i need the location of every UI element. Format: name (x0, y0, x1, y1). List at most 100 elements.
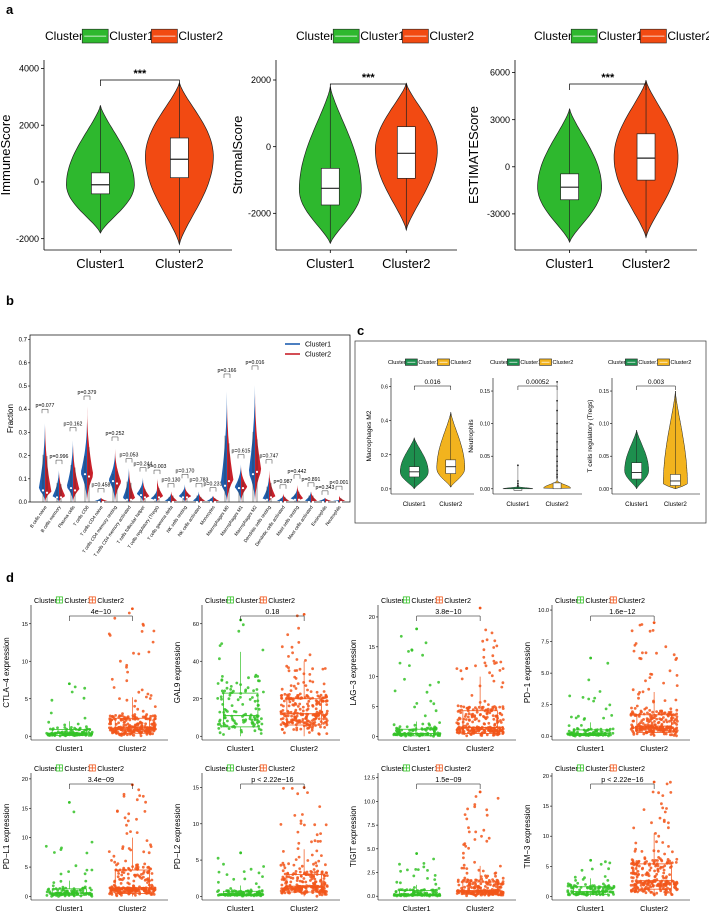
jitter-point (282, 850, 285, 853)
split-violin-cluster2 (269, 467, 276, 502)
jitter-point (321, 699, 325, 703)
jitter-point (465, 894, 468, 898)
jitter-point (666, 886, 669, 890)
jitter-point (652, 726, 656, 730)
jitter-point (610, 714, 614, 717)
jitter-point (77, 728, 80, 732)
jitter-point (592, 733, 595, 737)
jitter-point (146, 889, 150, 893)
jitter-point (311, 874, 314, 878)
jitter-point (586, 886, 589, 889)
jitter-point (671, 880, 675, 883)
x-tick-label: Cluster1 (76, 256, 124, 271)
jitter-point (395, 894, 399, 898)
jitter-point (433, 733, 437, 736)
jitter-point (436, 733, 440, 736)
jitter-point (476, 884, 480, 888)
jitter-point (473, 803, 477, 806)
jitter-point (222, 711, 226, 714)
jitter-point (420, 727, 424, 731)
jitter-point (415, 702, 419, 705)
jitter-point (485, 733, 489, 737)
median-dot (265, 498, 269, 501)
legend-label-2: Cluster2 (444, 764, 471, 773)
jitter-point (256, 699, 260, 703)
jitter-point (433, 725, 437, 729)
jitter-point (501, 876, 505, 880)
jitter-point (640, 623, 644, 626)
jitter-point (631, 876, 635, 880)
jitter-point (131, 725, 134, 729)
jitter-point (578, 888, 581, 892)
jitter-point (655, 872, 659, 876)
jitter-point (70, 726, 73, 729)
split-violin-cluster1 (192, 490, 199, 502)
jitter-point (295, 714, 299, 718)
pvalue-label: p=0.343 (316, 485, 335, 491)
jitter-point (309, 870, 313, 873)
jitter-point (296, 847, 300, 850)
jitter-point (296, 792, 300, 796)
jitter-point (675, 708, 679, 712)
y-tick-label: 12.5 (364, 776, 375, 782)
jitter-point (138, 794, 142, 797)
jitter-point (56, 888, 60, 892)
jitter-point (230, 717, 234, 720)
jitter-point (655, 891, 659, 895)
y-tick-label: 20 (543, 774, 549, 780)
jitter-point (667, 711, 671, 714)
jitter-point (652, 734, 656, 737)
jitter-point (577, 714, 580, 718)
jitter-point (485, 712, 489, 716)
y-tick-label: 2.5 (541, 703, 549, 709)
jitter-point (149, 714, 153, 718)
legend-label-2: Cluster2 (178, 29, 223, 43)
jitter-point (314, 714, 317, 717)
jitter-point (484, 726, 488, 730)
jitter-point (497, 732, 501, 736)
median-dot (255, 470, 259, 473)
panel-label-d: d (6, 570, 14, 585)
jitter-point (639, 879, 643, 883)
jitter-point (646, 727, 650, 730)
jitter-point (256, 694, 259, 697)
jitter-point (429, 699, 433, 703)
jitter-point (668, 873, 671, 876)
jitter-point (129, 830, 132, 833)
legend-label-1: Cluster1 (411, 596, 438, 605)
jitter-point (294, 890, 298, 893)
jitter-point (597, 733, 600, 736)
jitter-point (659, 883, 663, 887)
jitter-point (124, 868, 127, 872)
pvalue-label: p=0.003 (148, 464, 167, 470)
significance-label: 0.016 (425, 379, 441, 386)
pvalue-bracket (279, 484, 287, 489)
jitter-point (325, 703, 329, 706)
jitter-point (438, 893, 441, 897)
jitter-point (145, 731, 149, 735)
jitter-point (650, 717, 654, 721)
jitter-point (216, 697, 220, 700)
jitter-point (659, 880, 662, 884)
jitter-point (239, 851, 243, 855)
y-tick-label: 0 (266, 142, 271, 152)
jitter-point (471, 712, 475, 716)
pvalue-bracket (69, 427, 77, 432)
jitter-point (674, 698, 678, 702)
jitter-point (291, 651, 294, 655)
jitter-point (655, 840, 658, 844)
jitter-point (63, 723, 67, 727)
jitter-point (632, 863, 636, 867)
jitter-point (242, 713, 246, 717)
jitter-point (75, 732, 79, 735)
jitter-point (668, 719, 671, 723)
pvalue-bracket (167, 483, 175, 488)
jitter-point (252, 689, 256, 693)
jitter-point (149, 886, 153, 890)
split-violin-cluster1 (164, 492, 171, 502)
legend-label-1: Cluster1 (411, 764, 438, 773)
jitter-point (413, 886, 416, 889)
jitter-point (313, 882, 316, 886)
jitter-point (291, 703, 295, 707)
jitter-point (302, 681, 306, 684)
